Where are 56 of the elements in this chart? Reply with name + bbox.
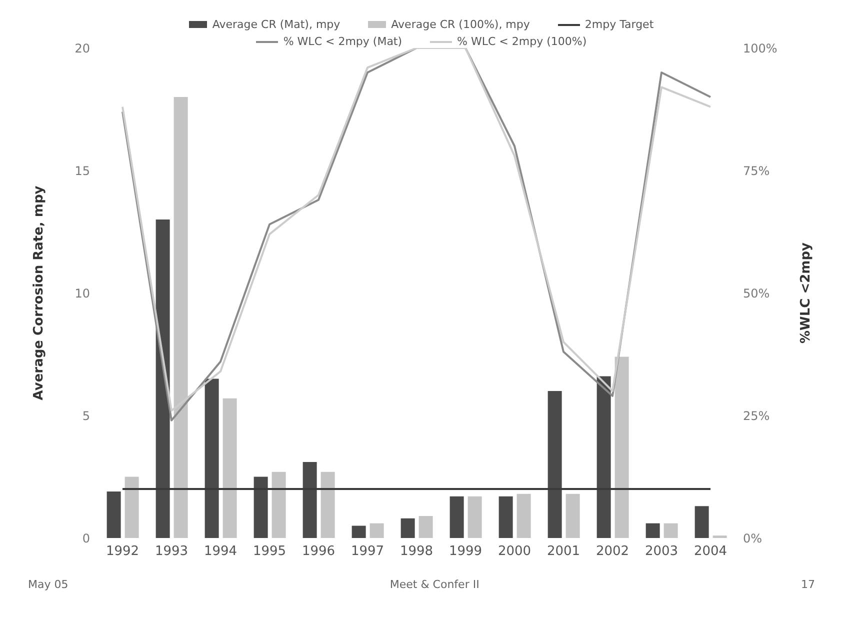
bar bbox=[204, 378, 219, 538]
x-tick-label: 1997 bbox=[350, 544, 384, 560]
bar bbox=[352, 526, 366, 538]
bar bbox=[320, 472, 335, 538]
x-tick-label: 2004 bbox=[694, 544, 728, 560]
bar bbox=[106, 491, 121, 538]
bar bbox=[450, 496, 464, 538]
bar bbox=[498, 496, 513, 538]
bar bbox=[254, 476, 268, 538]
text: 17 bbox=[800, 578, 815, 591]
bar bbox=[468, 496, 482, 538]
bar bbox=[516, 494, 531, 538]
bar bbox=[418, 516, 433, 538]
y2-tick-label: 75% bbox=[743, 164, 770, 178]
y2-tick-label: 0% bbox=[743, 531, 762, 546]
legend-label: Average CR (Mat), mpy bbox=[212, 18, 340, 31]
bar bbox=[302, 462, 317, 538]
bar bbox=[566, 494, 580, 538]
y2-tick-label: 100% bbox=[743, 41, 778, 56]
y2-axis-title: %WLC <2mpy bbox=[798, 242, 814, 344]
y-axis-title: Average Corrosion Rate, mpy bbox=[32, 185, 47, 400]
bar bbox=[124, 476, 139, 538]
bar bbox=[694, 506, 709, 538]
y-tick-label: 15 bbox=[74, 164, 90, 178]
y-tick-label: 5 bbox=[82, 408, 90, 423]
x-tick-label: 2002 bbox=[596, 544, 630, 560]
x-tick-label: 2001 bbox=[546, 544, 580, 560]
x-tick-label: 2003 bbox=[644, 544, 678, 560]
x-tick-label: 1993 bbox=[154, 544, 188, 560]
bar bbox=[664, 523, 678, 538]
text: Meet & Confer II bbox=[390, 578, 480, 591]
y2-tick-label: 25% bbox=[743, 408, 770, 423]
bar bbox=[646, 523, 660, 538]
x-tick-label: 1999 bbox=[448, 544, 482, 560]
legend-label: % WLC < 2mpy (100%) bbox=[457, 35, 587, 48]
x-tick-label: 2000 bbox=[498, 544, 532, 560]
y-tick-label: 10 bbox=[74, 286, 90, 300]
x-tick-label: 1998 bbox=[400, 544, 434, 560]
bar bbox=[272, 472, 286, 538]
bar bbox=[370, 523, 384, 538]
x-tick-label: 1992 bbox=[106, 544, 140, 560]
x-tick-label: 1996 bbox=[302, 544, 336, 560]
legend-label: 2mpy Target bbox=[584, 18, 654, 31]
bar bbox=[156, 220, 170, 538]
bar bbox=[400, 518, 415, 538]
bar bbox=[596, 376, 611, 538]
legend-label: % WLC < 2mpy (Mat) bbox=[283, 35, 402, 48]
legend-label: Average CR (100%), mpy bbox=[391, 18, 530, 31]
y2-tick-label: 50% bbox=[743, 286, 770, 300]
x-tick-label: 1994 bbox=[204, 544, 238, 560]
x-tick-label: 1995 bbox=[252, 544, 286, 560]
bar bbox=[548, 391, 562, 538]
y-tick-label: 20 bbox=[74, 41, 90, 56]
text: May 05 bbox=[28, 578, 68, 591]
y-tick-label: 0 bbox=[82, 531, 90, 546]
bar bbox=[222, 398, 237, 538]
